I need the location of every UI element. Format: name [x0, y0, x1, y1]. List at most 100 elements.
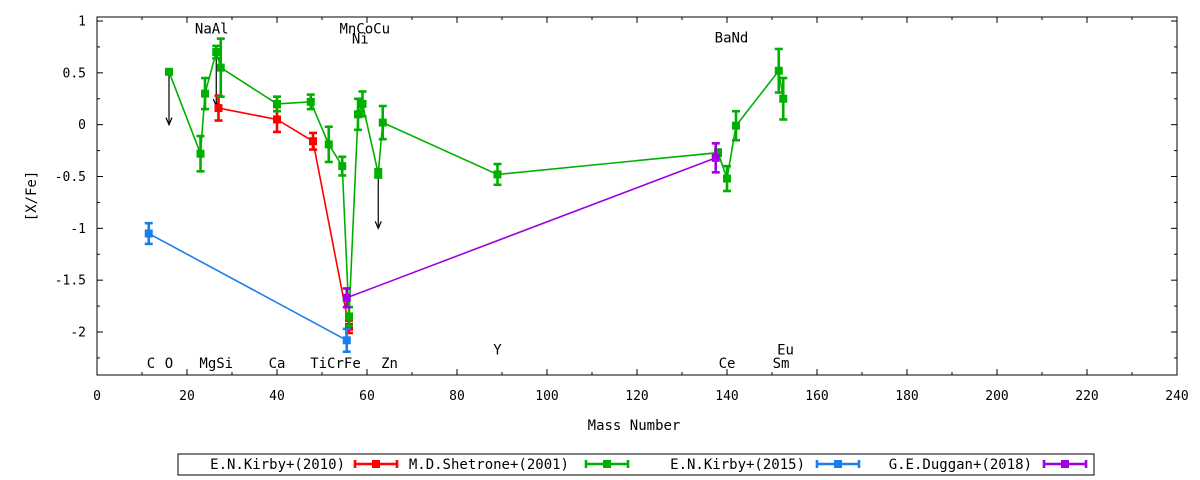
x-axis-title: Mass Number	[588, 418, 681, 434]
point-marker	[309, 137, 317, 146]
legend-label: E.N.Kirby+(2010)	[210, 457, 345, 473]
point-marker	[165, 67, 173, 76]
series-line	[168, 49, 785, 317]
data-point	[374, 167, 383, 179]
legend-item: E.N.Kirby+(2015)	[670, 457, 861, 473]
point-marker	[144, 229, 153, 238]
x-tick-label: 60	[359, 389, 375, 404]
y-axis-title: [X/Fe]	[24, 171, 40, 222]
legend-sample-marker	[834, 460, 842, 468]
legend-sample-marker	[372, 460, 380, 468]
point-marker	[216, 63, 225, 72]
upper-limit-arrowhead	[165, 117, 173, 127]
legend-box	[177, 453, 1095, 476]
point-marker	[493, 170, 502, 179]
data-point	[273, 95, 281, 113]
element-label: MnCoCu	[339, 21, 390, 37]
point-marker	[342, 336, 351, 345]
legend-label: E.N.Kirby+(2015)	[670, 457, 805, 473]
element-label: Ca	[269, 356, 286, 372]
x-tick-label: 160	[805, 389, 828, 404]
y-axis-ticks: 1 0.5 0 -0.5 -1 -1.5 -2	[55, 15, 1177, 359]
data-point	[774, 47, 783, 94]
point-marker	[212, 48, 221, 57]
data-point	[165, 67, 173, 76]
data-point	[358, 90, 367, 118]
legend-sample-marker	[603, 460, 611, 468]
series-line	[218, 107, 350, 327]
data-point	[342, 287, 351, 309]
x-tick-label: 80	[449, 389, 465, 404]
element-label: Ni	[352, 32, 369, 48]
point-marker	[711, 153, 720, 162]
data-point	[212, 44, 221, 60]
y-tick-label: -1.5	[55, 274, 86, 289]
point-marker	[358, 99, 367, 108]
upper-limit-arrows	[165, 54, 382, 230]
series-line	[346, 157, 717, 299]
y-tick-label: -2	[70, 326, 86, 341]
legend-label: M.D.Shetrone+(2001)	[409, 457, 569, 473]
element-label: BaNd	[715, 31, 749, 47]
plot-frame	[96, 16, 1178, 376]
point-marker	[214, 104, 223, 113]
series	[342, 142, 720, 309]
element-label: TiCrFe	[310, 356, 361, 372]
upper-limit-arrowhead	[374, 221, 382, 230]
data-point	[378, 104, 387, 141]
y-tick-label: 0.5	[63, 66, 86, 81]
data-point	[711, 142, 720, 174]
data-point	[324, 125, 333, 164]
x-tick-label: 140	[715, 389, 738, 404]
point-marker	[273, 115, 281, 124]
point-marker	[714, 148, 722, 157]
data-series	[144, 37, 788, 353]
point-marker	[345, 312, 353, 321]
y-tick-label: -0.5	[55, 170, 86, 185]
x-axis-ticks: 0 20 40 60 80 100 120 140 160 180 200 220 240	[93, 17, 1189, 404]
legend-item: E.N.Kirby+(2010)	[210, 457, 399, 473]
point-marker	[273, 99, 281, 108]
data-point	[338, 155, 347, 177]
legend-label: G.E.Duggan+(2018)	[889, 457, 1032, 473]
point-marker	[196, 149, 205, 158]
series	[144, 221, 351, 353]
x-tick-label: 100	[535, 389, 558, 404]
element-label: C	[147, 356, 155, 372]
data-point	[493, 162, 502, 187]
x-tick-label: 180	[895, 389, 918, 404]
point-marker	[732, 121, 740, 130]
element-label: O	[165, 356, 173, 372]
point-marker	[774, 66, 783, 75]
data-point	[723, 164, 731, 193]
point-marker	[354, 110, 362, 119]
x-tick-label: 40	[269, 389, 285, 404]
element-label: Ce	[719, 356, 736, 372]
point-marker	[342, 293, 351, 302]
point-marker	[779, 94, 788, 103]
x-tick-label: 240	[1165, 389, 1188, 404]
legend: E.N.Kirby+(2010) M.D.Shetrone+(2001) E.N.K…	[177, 453, 1095, 476]
y-tick-label: 0	[78, 118, 86, 133]
element-label: Y	[493, 343, 502, 359]
y-tick-label: -1	[70, 222, 86, 237]
data-point	[216, 37, 225, 98]
data-point	[144, 221, 153, 246]
point-marker	[378, 118, 387, 127]
point-marker	[201, 89, 209, 98]
data-point	[779, 76, 788, 121]
data-point	[342, 327, 351, 353]
point-marker	[338, 162, 347, 171]
element-label: MgSi	[199, 356, 233, 372]
element-label: Sm	[773, 356, 790, 372]
data-point	[354, 97, 362, 132]
legend-item: M.D.Shetrone+(2001)	[409, 457, 630, 473]
series-line	[148, 232, 348, 341]
x-tick-label: 0	[93, 389, 101, 404]
element-label: Eu	[777, 343, 794, 359]
y-tick-label: 1	[78, 15, 86, 30]
series	[165, 37, 788, 328]
data-point	[309, 131, 317, 151]
